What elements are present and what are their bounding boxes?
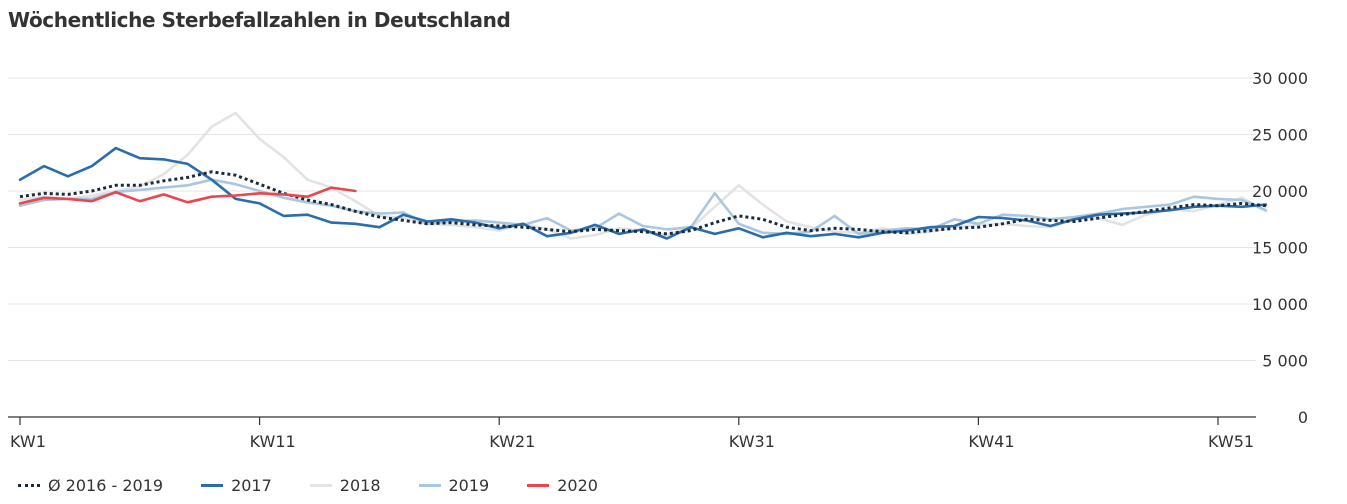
series-line-2017 [18,146,1268,240]
x-axis: KW1 KW11 KW21 KW31 KW41 KW51 [8,416,1256,451]
y-tick-label: 5 000 [1262,352,1308,371]
legend: Ø 2016 - 2019 2017 2018 2019 2020 [18,476,636,495]
chart-title: Wöchentliche Sterbefallzahlen in Deutsch… [8,8,511,32]
legend-swatch-2019 [418,484,441,487]
legend-swatch-2018 [309,484,332,487]
y-tick-label: 30 000 [1252,69,1308,88]
y-tick-label: 0 [1298,408,1308,427]
legend-label-2020: 2020 [557,476,598,495]
x-tick-label: KW21 [489,432,535,451]
legend-item-2019[interactable]: 2019 [418,476,490,495]
legend-label-2018: 2018 [339,476,381,495]
legend-swatch-2017 [201,484,224,487]
legend-label-2019: 2019 [448,476,490,495]
legend-label-average: Ø 2016 - 2019 [48,476,164,495]
x-tick-label: KW1 [10,432,46,451]
legend-swatch-2020 [527,484,550,487]
legend-item-2020[interactable]: 2020 [527,476,598,495]
legend-item-2018[interactable]: 2018 [309,476,381,495]
series-line-2020 [18,186,357,205]
legend-item-2017[interactable]: 2017 [201,476,272,495]
y-tick-label: 15 000 [1252,239,1308,258]
series-line-average [19,170,1267,236]
y-axis-tick-labels: 0 5 000 10 000 15 000 20 000 25 000 30 000 [1252,69,1308,427]
legend-label-2017: 2017 [231,476,272,495]
x-tick-label: KW51 [1208,432,1254,451]
legend-swatch-average [18,484,40,487]
x-tick-label: KW31 [729,432,775,451]
y-tick-label: 20 000 [1252,182,1308,201]
series-line-2019 [18,178,1268,236]
x-tick-label: KW11 [250,432,296,451]
y-tick-label: 10 000 [1252,295,1308,314]
legend-item-average[interactable]: Ø 2016 - 2019 [18,476,163,495]
grid-lines [8,77,1256,361]
y-tick-label: 25 000 [1252,126,1308,145]
series-lines [18,111,1268,240]
x-tick-label: KW41 [968,432,1014,451]
